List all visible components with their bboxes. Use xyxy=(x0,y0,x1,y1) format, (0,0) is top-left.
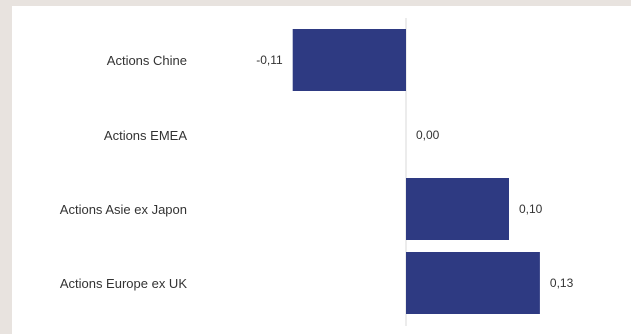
bar xyxy=(292,29,406,91)
category-label: Actions Asie ex Japon xyxy=(60,202,187,217)
data-label: 0,13 xyxy=(550,276,574,290)
bars-layer xyxy=(292,18,540,326)
data-label: 0,10 xyxy=(519,202,543,216)
data-label: -0,11 xyxy=(256,53,283,67)
bar xyxy=(406,252,540,314)
category-label: Actions EMEA xyxy=(104,128,187,143)
category-label: Actions Chine xyxy=(107,53,187,68)
chart-card: Actions Chine -0,11 Actions EMEA 0,00 Action… xyxy=(12,6,631,334)
data-label: 0,00 xyxy=(416,128,440,142)
bar-chart: Actions Chine -0,11 Actions EMEA 0,00 Action… xyxy=(60,18,574,326)
category-label: Actions Europe ex UK xyxy=(60,276,188,291)
bar xyxy=(406,178,509,240)
labels-layer: Actions Chine -0,11 Actions EMEA 0,00 Action… xyxy=(60,53,574,291)
